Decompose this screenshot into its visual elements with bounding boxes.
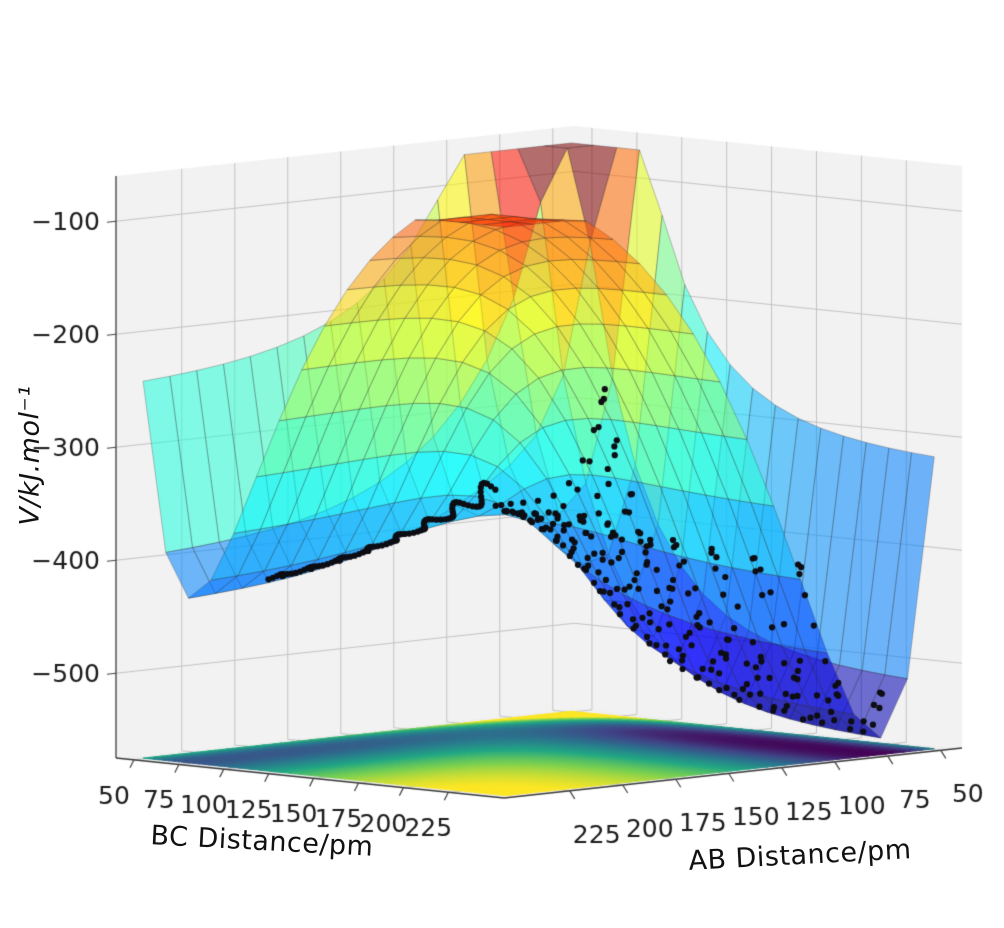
z-axis-label: V/kJ.mol⁻¹	[14, 385, 46, 526]
